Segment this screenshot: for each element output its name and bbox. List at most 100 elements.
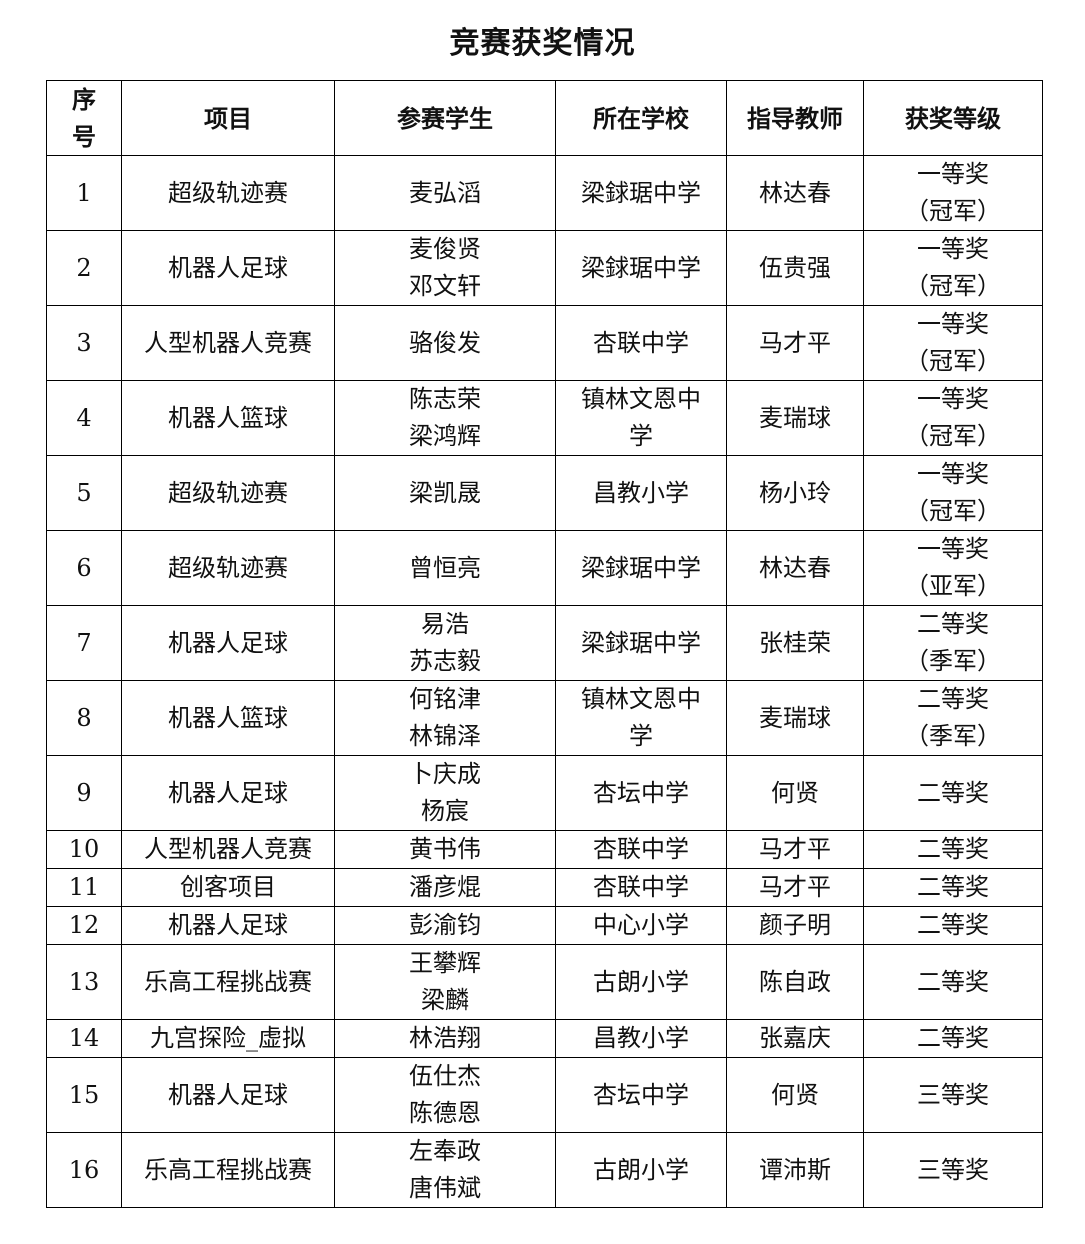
cell-teacher: 林达春 — [726, 530, 864, 606]
table-row: 5 超级轨迹赛 梁凯晟 昌教小学 杨小玲 一等奖 （冠军） — [46, 455, 1043, 531]
cell-award: 二等奖 — [863, 944, 1043, 1020]
cell-students: 王攀辉 梁麟 — [334, 944, 556, 1020]
cell-school: 古朗小学 — [555, 944, 727, 1020]
cell-school: 镇林文恩中 学 — [555, 680, 727, 756]
header-award: 获奖等级 — [863, 80, 1043, 156]
cell-teacher: 何贤 — [726, 1057, 864, 1133]
cell-students: 曾恒亮 — [334, 530, 556, 606]
cell-project: 机器人足球 — [121, 755, 335, 831]
cell-no: 15 — [46, 1057, 122, 1133]
header-no: 序 号 — [46, 80, 122, 156]
cell-teacher: 马才平 — [726, 305, 864, 381]
cell-students: 林浩翔 — [334, 1019, 556, 1058]
cell-award: 一等奖 （冠军） — [863, 455, 1043, 531]
cell-school: 镇林文恩中 学 — [555, 380, 727, 456]
cell-award: 二等奖 — [863, 755, 1043, 831]
cell-teacher: 麦瑞球 — [726, 380, 864, 456]
cell-teacher: 陈自政 — [726, 944, 864, 1020]
header-teacher: 指导教师 — [726, 80, 864, 156]
cell-no: 13 — [46, 944, 122, 1020]
cell-project: 超级轨迹赛 — [121, 455, 335, 531]
cell-award: 一等奖 （冠军） — [863, 380, 1043, 456]
cell-award: 一等奖 （冠军） — [863, 155, 1043, 231]
cell-students: 麦弘滔 — [334, 155, 556, 231]
cell-teacher: 麦瑞球 — [726, 680, 864, 756]
cell-project: 人型机器人竞赛 — [121, 305, 335, 381]
table-row: 16 乐高工程挑战赛 左奉政 唐伟斌 古朗小学 谭沛斯 三等奖 — [46, 1132, 1043, 1208]
cell-students: 骆俊发 — [334, 305, 556, 381]
cell-no: 1 — [46, 155, 122, 231]
cell-award: 一等奖 （冠军） — [863, 305, 1043, 381]
table-row: 6 超级轨迹赛 曾恒亮 梁銶琚中学 林达春 一等奖 （亚军） — [46, 530, 1043, 606]
cell-award: 二等奖 （季军） — [863, 680, 1043, 756]
cell-school: 梁銶琚中学 — [555, 530, 727, 606]
header-school: 所在学校 — [555, 80, 727, 156]
cell-no: 8 — [46, 680, 122, 756]
cell-no: 16 — [46, 1132, 122, 1208]
cell-award: 二等奖 — [863, 1019, 1043, 1058]
table-row: 11 创客项目 潘彦焜 杏联中学 马才平 二等奖 — [46, 868, 1043, 907]
cell-project: 超级轨迹赛 — [121, 530, 335, 606]
cell-no: 4 — [46, 380, 122, 456]
cell-school: 杏联中学 — [555, 305, 727, 381]
header-students: 参赛学生 — [334, 80, 556, 156]
cell-project: 乐高工程挑战赛 — [121, 944, 335, 1020]
cell-project: 机器人足球 — [121, 230, 335, 306]
cell-no: 2 — [46, 230, 122, 306]
cell-school: 梁銶琚中学 — [555, 155, 727, 231]
cell-project: 超级轨迹赛 — [121, 155, 335, 231]
cell-school: 杏坛中学 — [555, 755, 727, 831]
cell-award: 二等奖 — [863, 906, 1043, 945]
cell-project: 机器人足球 — [121, 605, 335, 681]
cell-award: 二等奖 — [863, 830, 1043, 869]
cell-no: 11 — [46, 868, 122, 907]
cell-award: 二等奖 （季军） — [863, 605, 1043, 681]
cell-project: 创客项目 — [121, 868, 335, 907]
cell-teacher: 何贤 — [726, 755, 864, 831]
cell-project: 九宫探险_虚拟 — [121, 1019, 335, 1058]
table-row: 7 机器人足球 易浩 苏志毅 梁銶琚中学 张桂荣 二等奖 （季军） — [46, 605, 1043, 681]
awards-table: 序 号 项目 参赛学生 所在学校 指导教师 获奖等级 1 超级轨迹赛 麦弘滔 梁銶琚中… — [46, 80, 1043, 1208]
header-project: 项目 — [121, 80, 335, 156]
cell-students: 麦俊贤 邓文轩 — [334, 230, 556, 306]
table-row: 12 机器人足球 彭渝钧 中心小学 颜子明 二等奖 — [46, 906, 1043, 945]
cell-no: 6 — [46, 530, 122, 606]
cell-award: 一等奖 （亚军） — [863, 530, 1043, 606]
cell-school: 昌教小学 — [555, 455, 727, 531]
cell-students: 何铭津 林锦泽 — [334, 680, 556, 756]
cell-project: 机器人篮球 — [121, 380, 335, 456]
table-row: 13 乐高工程挑战赛 王攀辉 梁麟 古朗小学 陈自政 二等奖 — [46, 944, 1043, 1020]
cell-project: 机器人足球 — [121, 906, 335, 945]
cell-students: 梁凯晟 — [334, 455, 556, 531]
cell-award: 二等奖 — [863, 868, 1043, 907]
cell-project: 乐高工程挑战赛 — [121, 1132, 335, 1208]
cell-project: 人型机器人竞赛 — [121, 830, 335, 869]
cell-teacher: 张嘉庆 — [726, 1019, 864, 1058]
table-row: 15 机器人足球 伍仕杰 陈德恩 杏坛中学 何贤 三等奖 — [46, 1057, 1043, 1133]
cell-award: 三等奖 — [863, 1132, 1043, 1208]
table-row: 1 超级轨迹赛 麦弘滔 梁銶琚中学 林达春 一等奖 （冠军） — [46, 155, 1043, 231]
cell-award: 一等奖 （冠军） — [863, 230, 1043, 306]
table-row: 10 人型机器人竞赛 黄书伟 杏联中学 马才平 二等奖 — [46, 830, 1043, 869]
cell-school: 杏联中学 — [555, 868, 727, 907]
cell-teacher: 张桂荣 — [726, 605, 864, 681]
cell-project: 机器人篮球 — [121, 680, 335, 756]
cell-no: 5 — [46, 455, 122, 531]
cell-school: 昌教小学 — [555, 1019, 727, 1058]
cell-students: 潘彦焜 — [334, 868, 556, 907]
cell-project: 机器人足球 — [121, 1057, 335, 1133]
cell-no: 14 — [46, 1019, 122, 1058]
cell-no: 3 — [46, 305, 122, 381]
cell-students: 黄书伟 — [334, 830, 556, 869]
cell-school: 梁銶琚中学 — [555, 230, 727, 306]
cell-no: 9 — [46, 755, 122, 831]
cell-students: 卜庆成 杨宸 — [334, 755, 556, 831]
cell-award: 三等奖 — [863, 1057, 1043, 1133]
cell-teacher: 马才平 — [726, 830, 864, 869]
cell-students: 左奉政 唐伟斌 — [334, 1132, 556, 1208]
table-row: 2 机器人足球 麦俊贤 邓文轩 梁銶琚中学 伍贵强 一等奖 （冠军） — [46, 230, 1043, 306]
table-row: 4 机器人篮球 陈志荣 梁鸿辉 镇林文恩中 学麦瑞球 一等奖 （冠军） — [46, 380, 1043, 456]
page-title: 竞赛获奖情况 — [449, 26, 636, 61]
cell-students: 陈志荣 梁鸿辉 — [334, 380, 556, 456]
cell-students: 易浩 苏志毅 — [334, 605, 556, 681]
